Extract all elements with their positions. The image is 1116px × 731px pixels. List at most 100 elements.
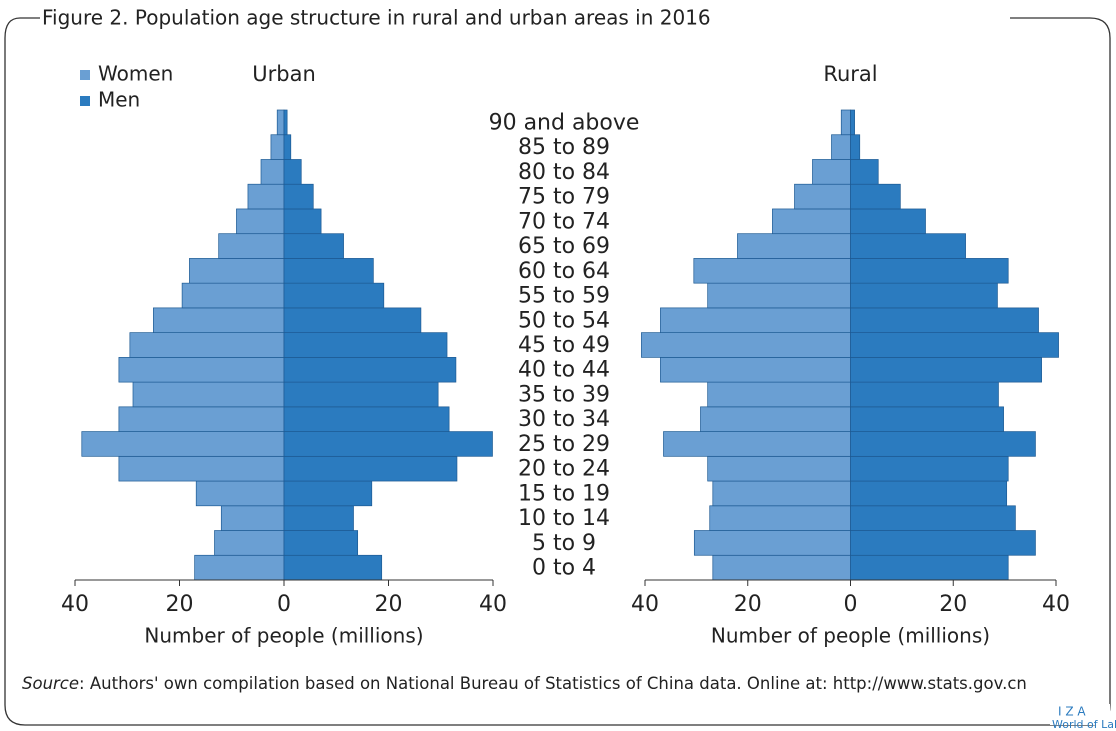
x-tick-label: 20	[939, 592, 967, 617]
bar	[81, 431, 285, 457]
bar	[129, 332, 285, 358]
bar	[247, 183, 285, 210]
x-tick-label: 40	[479, 592, 507, 617]
bar	[850, 505, 1016, 531]
bar	[283, 505, 354, 531]
bar	[850, 307, 1039, 333]
bar	[283, 554, 383, 581]
bar	[772, 208, 851, 235]
x-tick-label: 40	[631, 592, 659, 617]
x-tick-label: 40	[61, 592, 89, 617]
bar	[283, 282, 385, 309]
bar	[709, 505, 851, 531]
logo-bg	[1050, 704, 1110, 725]
bar	[850, 208, 926, 235]
bar	[276, 109, 285, 136]
source: Source: Authors' own compilation based o…	[22, 674, 1027, 693]
bar	[794, 183, 851, 210]
category-label: 60 to 64	[518, 259, 610, 284]
figure-title: Figure 2. Population age structure in ru…	[42, 6, 711, 30]
category-label: 40 to 44	[518, 358, 610, 383]
title-bg	[40, 4, 1010, 32]
bar	[283, 307, 422, 333]
bar	[283, 381, 439, 408]
logo-sub: World of Labor	[1052, 718, 1116, 731]
category-label: 45 to 49	[518, 333, 610, 358]
x-tick-label: 0	[844, 592, 858, 617]
x-tick-label: 40	[1042, 592, 1070, 617]
panel-title: Urban	[252, 62, 316, 86]
x-tick-label: 0	[277, 592, 291, 617]
category-label: 85 to 89	[518, 135, 610, 160]
bar	[660, 307, 851, 333]
panel-title: Rural	[823, 62, 877, 86]
bar	[118, 357, 285, 383]
bar	[663, 431, 851, 457]
bar	[850, 233, 966, 259]
bar	[214, 530, 285, 556]
legend-swatch	[80, 96, 90, 106]
bar	[850, 282, 998, 309]
legend-label: Women	[98, 62, 173, 86]
bar	[283, 183, 314, 210]
bar	[283, 406, 450, 432]
bar	[850, 455, 1009, 482]
bar	[693, 530, 851, 556]
bar	[850, 530, 1036, 556]
category-label: 75 to 79	[518, 185, 610, 210]
x-tick-label: 20	[166, 592, 194, 617]
bar	[693, 258, 851, 284]
category-label: 90 and above	[489, 110, 640, 135]
bar	[283, 431, 493, 457]
category-label: 55 to 59	[518, 284, 610, 309]
bar	[236, 208, 285, 235]
bar	[118, 406, 285, 432]
bar	[737, 233, 851, 259]
bar	[260, 159, 285, 185]
bar	[283, 480, 373, 507]
bar	[153, 307, 285, 333]
bar	[812, 159, 851, 185]
bar	[132, 381, 285, 408]
bar	[220, 505, 285, 531]
bar	[850, 381, 999, 408]
bar	[189, 258, 285, 284]
bar	[850, 109, 855, 136]
bar	[840, 109, 851, 136]
bar	[283, 258, 374, 284]
legend-swatch	[80, 70, 90, 80]
x-tick-label: 20	[734, 592, 762, 617]
category-label: 25 to 29	[518, 432, 610, 457]
category-label: 5 to 9	[532, 531, 596, 556]
category-label: 70 to 74	[518, 209, 610, 234]
bar	[712, 480, 851, 507]
bar	[707, 381, 851, 408]
bar	[850, 183, 901, 210]
bar	[194, 554, 285, 581]
bar	[700, 406, 851, 432]
bar	[283, 134, 292, 160]
x-axis-label: Number of people (millions)	[144, 624, 423, 648]
bar	[850, 554, 1009, 581]
bar	[850, 159, 879, 185]
category-label: 15 to 19	[518, 481, 610, 506]
source-label: Source	[22, 674, 79, 693]
bar	[195, 480, 285, 507]
category-label: 65 to 69	[518, 234, 610, 259]
bar	[218, 233, 285, 259]
bar	[831, 134, 851, 160]
bar	[283, 455, 458, 482]
bar	[641, 332, 851, 358]
bar	[850, 431, 1036, 457]
bar	[850, 357, 1042, 383]
bar	[283, 357, 457, 383]
bar	[850, 332, 1059, 358]
x-axis-label: Number of people (millions)	[711, 624, 990, 648]
category-label: 80 to 84	[518, 160, 610, 185]
bar	[707, 455, 851, 482]
category-label: 35 to 39	[518, 382, 610, 407]
bar	[850, 406, 1004, 432]
source-text: : Authors' own compilation based on Nati…	[79, 674, 1027, 693]
bar	[283, 109, 288, 136]
